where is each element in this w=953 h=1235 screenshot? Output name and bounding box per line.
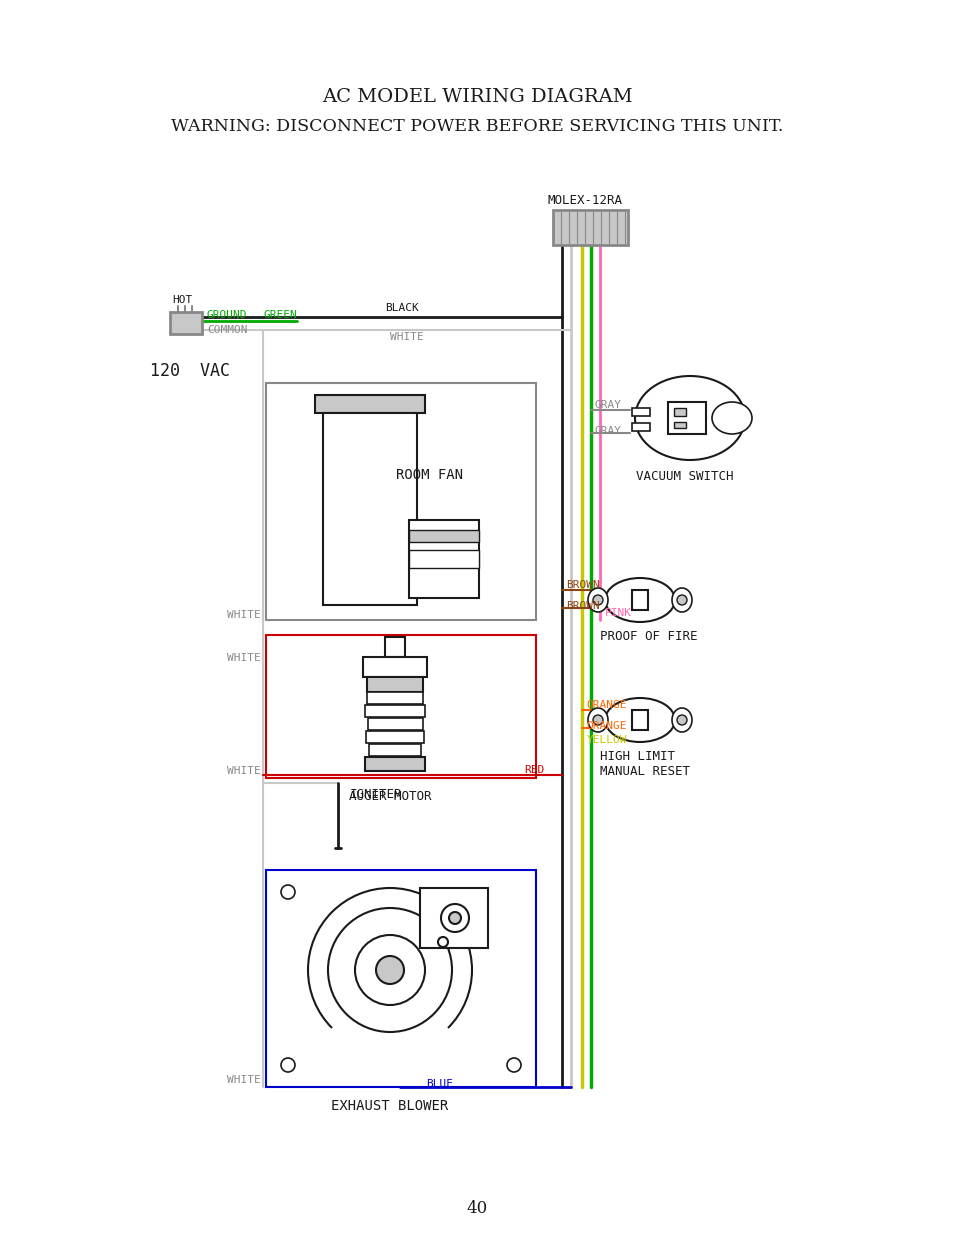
Ellipse shape xyxy=(671,588,691,613)
Bar xyxy=(419,888,488,948)
Text: GRAY: GRAY xyxy=(595,400,621,410)
Bar xyxy=(631,710,647,730)
Bar xyxy=(631,424,649,431)
Circle shape xyxy=(281,1058,294,1072)
Text: VACUUM SWITCH: VACUUM SWITCH xyxy=(636,471,733,483)
Bar xyxy=(409,520,478,598)
Bar xyxy=(385,637,405,657)
Bar xyxy=(667,403,705,433)
Text: WHITE: WHITE xyxy=(227,1074,261,1086)
Text: GRAY: GRAY xyxy=(595,426,621,436)
Circle shape xyxy=(281,885,294,899)
Text: GROUND: GROUND xyxy=(207,310,247,320)
Text: 40: 40 xyxy=(466,1200,487,1216)
Bar xyxy=(266,635,536,778)
Ellipse shape xyxy=(635,375,744,459)
Bar xyxy=(363,657,427,677)
Bar xyxy=(673,422,685,429)
Text: HOT: HOT xyxy=(172,295,192,305)
Ellipse shape xyxy=(671,708,691,732)
Text: MANUAL RESET: MANUAL RESET xyxy=(599,764,689,778)
Circle shape xyxy=(440,904,469,932)
Bar xyxy=(314,395,424,412)
Text: AUGER MOTOR: AUGER MOTOR xyxy=(349,790,431,803)
Circle shape xyxy=(506,1058,520,1072)
Circle shape xyxy=(437,937,448,947)
Bar xyxy=(369,743,420,756)
Text: ROOM FAN: ROOM FAN xyxy=(396,468,463,482)
Ellipse shape xyxy=(604,578,675,622)
Bar xyxy=(409,530,478,542)
Text: BROWN: BROWN xyxy=(565,601,599,611)
Text: HIGH LIMIT: HIGH LIMIT xyxy=(599,750,675,763)
Text: RED: RED xyxy=(523,764,543,776)
Bar xyxy=(367,692,422,704)
Text: ORANGE: ORANGE xyxy=(585,700,626,710)
Circle shape xyxy=(593,595,602,605)
Circle shape xyxy=(375,956,403,984)
Text: MOLEX-12RA: MOLEX-12RA xyxy=(547,194,622,207)
Bar xyxy=(266,869,536,1087)
Bar xyxy=(367,677,422,692)
Circle shape xyxy=(677,715,686,725)
Bar xyxy=(365,757,424,771)
Text: IGNITER: IGNITER xyxy=(350,788,402,802)
Circle shape xyxy=(677,595,686,605)
Ellipse shape xyxy=(587,708,607,732)
Circle shape xyxy=(593,715,602,725)
Text: BLACK: BLACK xyxy=(385,303,418,312)
Text: WHITE: WHITE xyxy=(227,610,261,620)
Ellipse shape xyxy=(711,403,751,433)
Bar xyxy=(323,412,416,605)
Text: AC MODEL WIRING DIAGRAM: AC MODEL WIRING DIAGRAM xyxy=(321,88,632,106)
Circle shape xyxy=(328,908,452,1032)
Bar xyxy=(365,705,424,718)
Text: YELLOW: YELLOW xyxy=(586,735,627,745)
Text: WARNING: DISCONNECT POWER BEFORE SERVICING THIS UNIT.: WARNING: DISCONNECT POWER BEFORE SERVICI… xyxy=(171,119,782,135)
Ellipse shape xyxy=(604,698,675,742)
Bar xyxy=(366,731,423,743)
Text: WHITE: WHITE xyxy=(390,332,423,342)
Circle shape xyxy=(355,935,424,1005)
Bar xyxy=(631,408,649,416)
Text: WHITE: WHITE xyxy=(227,653,261,663)
Text: BLUE: BLUE xyxy=(426,1079,453,1089)
Text: COMMON: COMMON xyxy=(207,325,247,335)
Bar xyxy=(266,383,536,620)
Circle shape xyxy=(308,888,472,1052)
Circle shape xyxy=(449,911,460,924)
Text: 120  VAC: 120 VAC xyxy=(150,362,230,380)
Bar xyxy=(631,590,647,610)
Text: GREEN: GREEN xyxy=(264,310,297,320)
Bar xyxy=(553,210,627,245)
Bar xyxy=(409,550,478,568)
Text: WHITE: WHITE xyxy=(227,766,261,776)
Text: EXHAUST BLOWER: EXHAUST BLOWER xyxy=(331,1099,448,1113)
Ellipse shape xyxy=(587,588,607,613)
Text: BROWN: BROWN xyxy=(565,580,599,590)
Text: PINK: PINK xyxy=(604,608,631,618)
Text: ORANGE: ORANGE xyxy=(585,721,626,731)
Bar xyxy=(170,312,202,333)
Bar xyxy=(673,408,685,416)
Text: PROOF OF FIRE: PROOF OF FIRE xyxy=(599,630,697,643)
Bar xyxy=(368,718,422,730)
